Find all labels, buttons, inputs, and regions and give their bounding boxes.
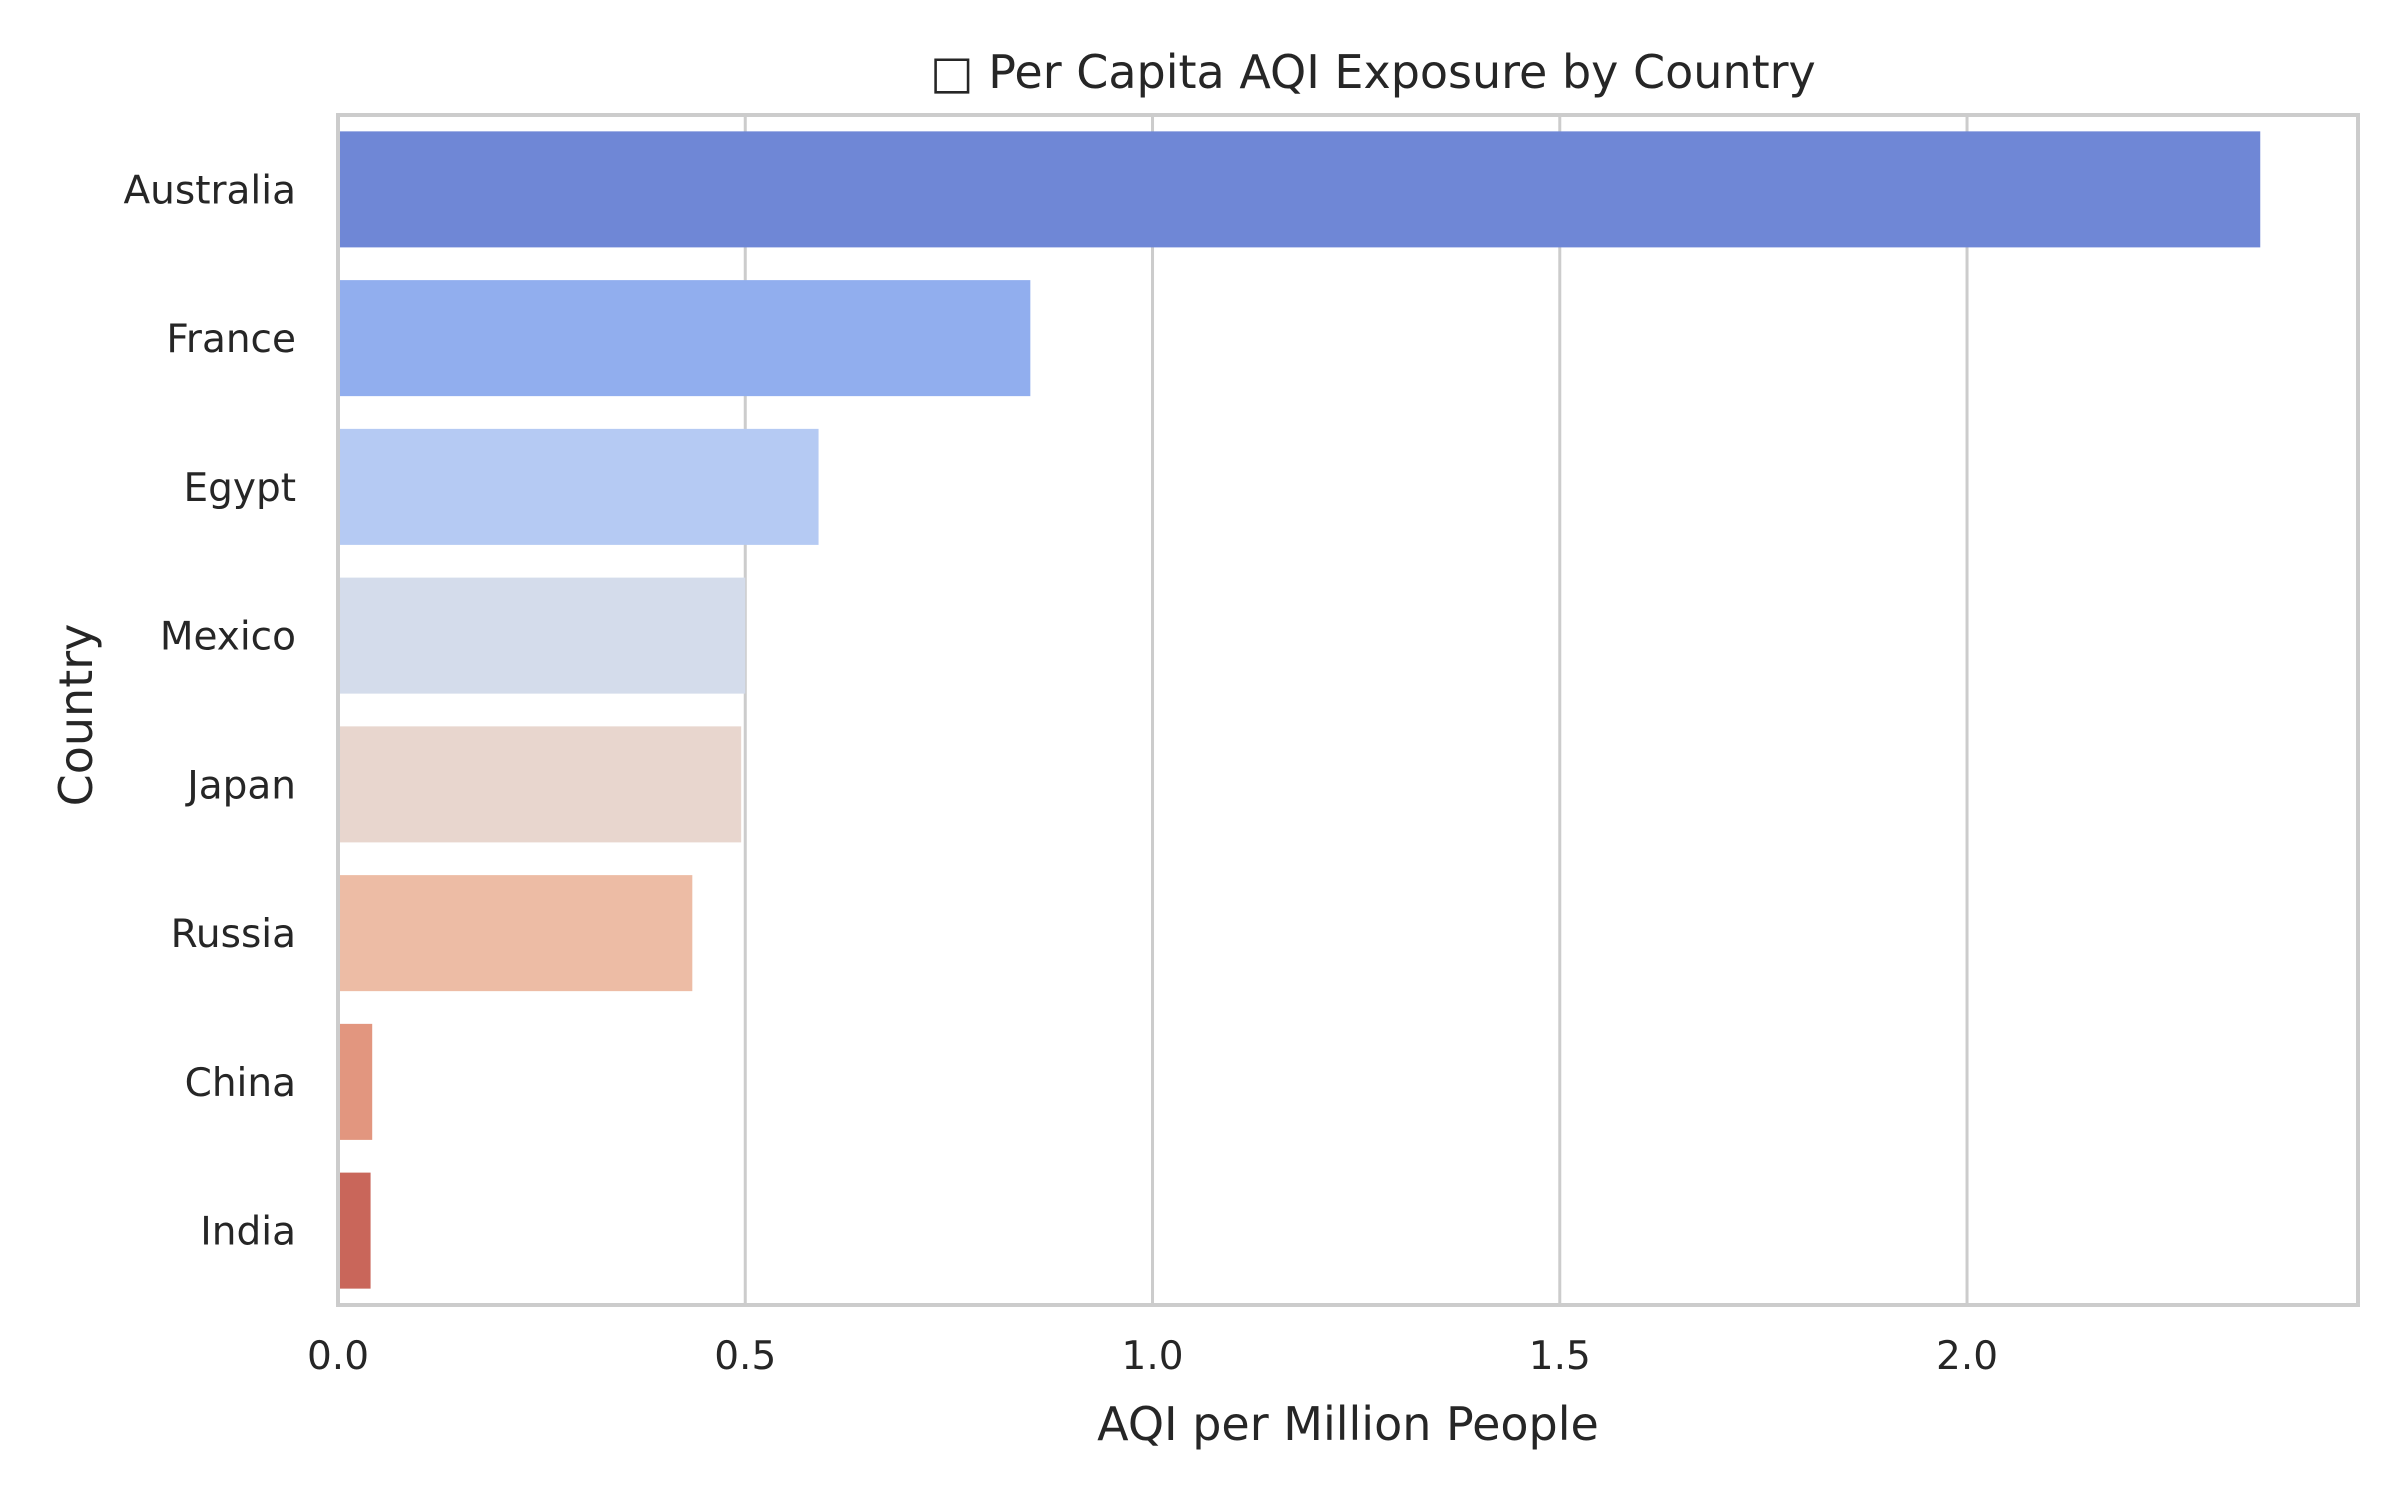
- y-tick-label: Australia: [123, 168, 296, 213]
- y-tick-label: Egypt: [183, 466, 296, 511]
- y-tick-label: Mexico: [160, 615, 296, 660]
- x-tick-label: 0.0: [307, 1334, 369, 1379]
- bar-france: [338, 280, 1031, 397]
- x-tick-labels: 0.0 0.5 1.0 1.5 2.0: [307, 1334, 1998, 1379]
- bar-mexico: [338, 577, 746, 694]
- x-tick-label: 0.5: [714, 1334, 776, 1379]
- y-tick-label: France: [166, 317, 296, 362]
- bars: [338, 131, 2261, 1289]
- y-tick-label: Russia: [171, 912, 296, 957]
- bar-china: [338, 1023, 373, 1140]
- bar-russia: [338, 875, 693, 992]
- x-tick-label: 1.5: [1529, 1334, 1591, 1379]
- y-tick-labels: Australia France Egypt Mexico Japan Russia Chi…: [123, 168, 296, 1254]
- chart-title: □ Per Capita AQI Exposure by Country: [930, 45, 1816, 99]
- bar-australia: [338, 131, 2261, 248]
- y-tick-label: China: [185, 1061, 296, 1106]
- x-tick-label: 2.0: [1936, 1334, 1998, 1379]
- bar-japan: [338, 726, 742, 843]
- x-tick-label: 1.0: [1122, 1334, 1184, 1379]
- x-axis-title: AQI per Million People: [1097, 1397, 1599, 1451]
- bar-india: [338, 1172, 371, 1289]
- y-axis-title: Country: [49, 624, 103, 807]
- y-tick-label: Japan: [184, 763, 296, 808]
- y-tick-label: India: [200, 1210, 296, 1255]
- bar-egypt: [338, 428, 819, 545]
- plot-frame: [336, 113, 2360, 1307]
